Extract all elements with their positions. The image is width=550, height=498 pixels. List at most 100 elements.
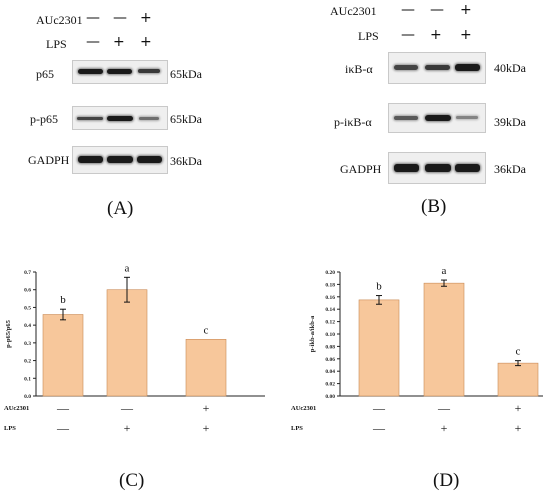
- y-tick-label: 0.16: [325, 295, 335, 301]
- treatment-row-label: LPS: [4, 425, 16, 432]
- y-tick-label: 0.0: [24, 394, 31, 400]
- blot-band: [77, 117, 103, 120]
- blot-band: [425, 115, 451, 121]
- a-lps-mark-3: +: [140, 34, 152, 50]
- blot-band: [394, 164, 419, 172]
- y-tick-label: 0.20: [325, 270, 335, 276]
- y-tick-label: 0.08: [325, 344, 335, 350]
- a-blot-pp65: [72, 106, 168, 130]
- y-tick-label: 0.7: [24, 270, 31, 276]
- bar: [42, 314, 84, 397]
- a-lps-mark-2: +: [113, 34, 125, 50]
- treatment-mark: +: [515, 401, 522, 415]
- blot-band: [107, 156, 133, 163]
- significance-letter: a: [442, 265, 447, 277]
- y-tick-label: 0.1: [24, 376, 31, 382]
- treatment-mark: +: [441, 421, 448, 435]
- bar: [423, 282, 465, 397]
- blot-band: [138, 69, 160, 73]
- significance-letter: b: [60, 294, 66, 306]
- a-blot-gadph: [72, 146, 168, 174]
- b-blot-pikba-label: p-iκB-α: [334, 115, 372, 129]
- b-blot-gadph-label: GADPH: [340, 162, 382, 176]
- blot-band: [425, 164, 451, 172]
- a-auc-mark-3: +: [140, 10, 152, 26]
- blot-band: [78, 69, 103, 74]
- blot-band: [394, 65, 418, 70]
- b-blot-pikba: [388, 103, 486, 133]
- blot-band: [107, 69, 132, 74]
- b-blot-gadph-size: 36kDa: [494, 162, 526, 176]
- panel-a-label: (A): [107, 198, 134, 219]
- b-blot-ikba-size: 40kDa: [494, 61, 526, 75]
- significance-letter: b: [376, 281, 382, 293]
- blot-band: [139, 117, 159, 120]
- b-treatment-auc2301-label: AUc2301: [330, 4, 377, 18]
- y-tick-label: 0.3: [24, 341, 31, 347]
- b-auc-mark-3: +: [460, 2, 472, 18]
- b-auc-mark-1: —: [401, 2, 415, 18]
- y-tick-label: 0.6: [24, 288, 31, 294]
- a-blot-pp65-label: p-p65: [30, 112, 58, 126]
- a-blot-p65-size: 65kDa: [170, 67, 202, 81]
- bar: [497, 362, 539, 397]
- y-axis-label: p-p65/p65: [5, 319, 12, 348]
- panel-d-label: (D): [433, 470, 460, 491]
- chart-d: 0.00 0.02 0.04 0.06 0.08 0.10 0.12 0.14 0.16 0.18…: [291, 265, 543, 435]
- y-tick-label: 0.06: [325, 357, 335, 363]
- y-tick-label: 0.12: [325, 320, 335, 326]
- y-tick-label: 0.10: [325, 332, 335, 338]
- a-auc-mark-2: —: [113, 10, 127, 26]
- treatment-mark: +: [203, 401, 210, 415]
- y-tick-label: 0.00: [325, 394, 335, 400]
- treatment-mark: —: [56, 401, 70, 415]
- a-blot-p65-label: p65: [36, 67, 54, 81]
- y-tick-label: 0.5: [24, 305, 31, 311]
- y-tick-label: 0.18: [325, 282, 335, 288]
- treatment-mark: —: [372, 401, 386, 415]
- a-blot-gadph-size: 36kDa: [170, 154, 202, 168]
- chart-c: 0.0 0.1 0.2 0.3 0.4 0.5 0.6 0.7 p-p65/p65 b a c AUc2…: [4, 262, 265, 435]
- treatment-mark: +: [515, 421, 522, 435]
- treatment-row-label: AUc2301: [4, 405, 29, 412]
- bar: [106, 289, 148, 397]
- b-auc-mark-2: —: [430, 2, 444, 18]
- b-blot-gadph: [388, 152, 486, 184]
- b-lps-mark-1: —: [401, 27, 415, 43]
- treatment-mark: +: [203, 421, 210, 435]
- blot-band: [107, 116, 133, 121]
- y-tick-label: 0.14: [325, 307, 335, 313]
- b-blot-ikba: [388, 52, 486, 84]
- b-blot-pikba-size: 39kDa: [494, 115, 526, 129]
- treatment-mark: —: [437, 401, 451, 415]
- blot-band: [456, 116, 478, 119]
- b-lps-mark-3: +: [460, 27, 472, 43]
- treatment-row-label: AUc2301: [291, 405, 316, 412]
- a-lps-mark-1: —: [86, 34, 100, 50]
- treatment-row-label: LPS: [291, 425, 303, 432]
- bar: [358, 299, 400, 397]
- a-blot-p65: [72, 60, 168, 84]
- blot-band: [137, 156, 162, 163]
- significance-letter: c: [516, 346, 521, 358]
- b-lps-mark-2: +: [430, 27, 442, 43]
- significance-letter: c: [204, 324, 209, 336]
- a-treatment-lps-label: LPS: [46, 37, 67, 51]
- y-tick-label: 0.4: [24, 323, 31, 329]
- a-blot-pp65-size: 65kDa: [170, 112, 202, 126]
- y-tick-label: 0.02: [325, 382, 335, 388]
- y-tick-label: 0.04: [325, 369, 335, 375]
- bar: [185, 339, 227, 397]
- y-tick-label: 0.2: [24, 359, 31, 365]
- significance-letter: a: [125, 262, 130, 274]
- a-treatment-auc2301-label: AUc2301: [36, 13, 83, 27]
- blot-band: [394, 116, 418, 120]
- blot-band: [455, 64, 480, 71]
- treatment-mark: —: [120, 401, 134, 415]
- a-blot-gadph-label: GADPH: [28, 153, 70, 167]
- a-auc-mark-1: —: [86, 10, 100, 26]
- b-treatment-lps-label: LPS: [358, 29, 379, 43]
- blot-band: [455, 164, 480, 172]
- y-axis-label: p-ikb-a/ikb-a: [309, 315, 316, 352]
- b-blot-ikba-label: iκB-α: [345, 62, 373, 76]
